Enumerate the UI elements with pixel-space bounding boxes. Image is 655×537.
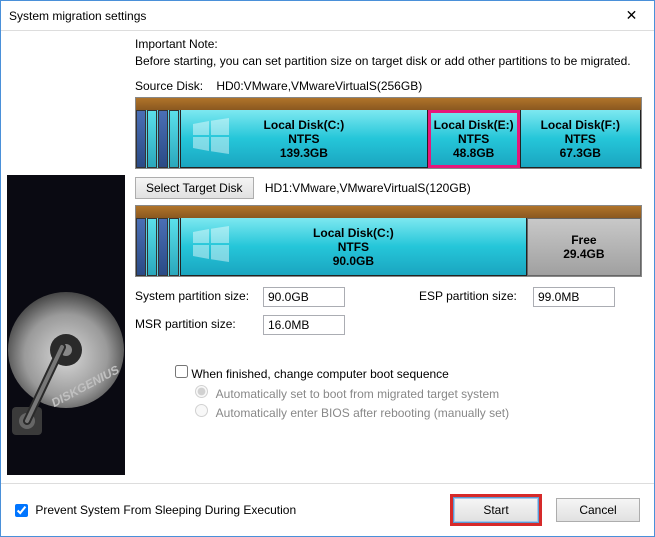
esp-partition-size-label: ESP partition size: xyxy=(419,287,533,307)
footer: Prevent System From Sleeping During Exec… xyxy=(1,483,654,536)
msr-partition-size-label: MSR partition size: xyxy=(135,315,263,335)
source-disk-label: Source Disk: xyxy=(135,79,213,93)
radio-enter-bios xyxy=(195,404,208,417)
radio-enter-bios-label: Automatically enter BIOS after rebooting… xyxy=(195,404,642,420)
finish-checkbox[interactable] xyxy=(175,365,188,378)
target-row: Select Target Disk HD1:VMware,VMwareVirt… xyxy=(135,177,642,199)
window-title: System migration settings xyxy=(9,9,609,23)
radio-auto-boot xyxy=(195,385,208,398)
dialog-body: DISKGENIUS Important Note: Before starti… xyxy=(1,31,654,483)
side-illustration: DISKGENIUS xyxy=(1,31,131,483)
finish-checkbox-label[interactable]: When finished, change computer boot sequ… xyxy=(175,365,642,381)
partition-localdiske[interactable]: Local Disk(E:)NTFS48.8GB xyxy=(428,110,520,168)
finish-checkbox-text: When finished, change computer boot sequ… xyxy=(191,367,449,381)
select-target-disk-button[interactable]: Select Target Disk xyxy=(135,177,254,199)
source-disk-row: Source Disk: HD0:VMware,VMwareVirtualS(2… xyxy=(135,79,642,93)
partition-localdiskc[interactable]: Local Disk(C:)NTFS90.0GB xyxy=(180,218,527,276)
source-prefix-slices xyxy=(136,110,180,168)
source-disk-bar: Local Disk(C:)NTFS139.3GBLocal Disk(E:)N… xyxy=(135,97,642,169)
titlebar: System migration settings ✕ xyxy=(1,1,654,31)
close-icon[interactable]: ✕ xyxy=(609,1,654,31)
system-partition-size-input[interactable] xyxy=(263,287,345,307)
partition-localdiskc[interactable]: Local Disk(C:)NTFS139.3GB xyxy=(180,110,428,168)
start-button[interactable]: Start xyxy=(454,498,538,522)
target-prefix-slices xyxy=(136,218,180,276)
start-button-highlight: Start xyxy=(450,494,542,526)
prevent-sleep-text: Prevent System From Sleeping During Exec… xyxy=(35,503,296,517)
content-panel: Important Note: Before starting, you can… xyxy=(131,31,654,483)
note-title: Important Note: xyxy=(135,37,642,51)
note-text: Before starting, you can set partition s… xyxy=(135,53,642,69)
esp-partition-size-input[interactable] xyxy=(533,287,615,307)
prevent-sleep-label[interactable]: Prevent System From Sleeping During Exec… xyxy=(15,503,450,517)
partition-sizes: System partition size: ESP partition siz… xyxy=(135,287,642,335)
cancel-button[interactable]: Cancel xyxy=(556,498,640,522)
boot-options: When finished, change computer boot sequ… xyxy=(175,365,642,420)
source-disk-info: HD0:VMware,VMwareVirtualS(256GB) xyxy=(216,79,422,93)
radio-auto-boot-label: Automatically set to boot from migrated … xyxy=(195,385,642,401)
free-space[interactable]: Free29.4GB xyxy=(527,218,641,276)
prevent-sleep-checkbox[interactable] xyxy=(15,504,28,517)
target-disk-bar: Local Disk(C:)NTFS90.0GBFree29.4GB xyxy=(135,205,642,277)
msr-partition-size-input[interactable] xyxy=(263,315,345,335)
system-partition-size-label: System partition size: xyxy=(135,287,263,307)
target-disk-info: HD1:VMware,VMwareVirtualS(120GB) xyxy=(265,181,471,195)
partition-localdiskf[interactable]: Local Disk(F:)NTFS67.3GB xyxy=(520,110,641,168)
